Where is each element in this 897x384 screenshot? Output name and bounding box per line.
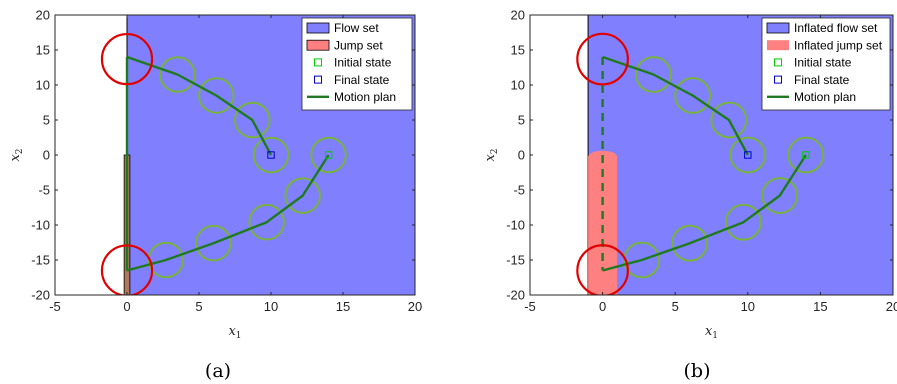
y-axis-label-sub: 2 xyxy=(15,148,25,154)
motion-plan-upper-arc xyxy=(602,55,749,156)
final-state-marker xyxy=(267,151,275,159)
waypoint-circle xyxy=(310,136,347,174)
x-axis-label: x1 xyxy=(228,324,241,341)
legend: Flow set Jump set Initial state Final state… xyxy=(301,17,413,111)
motion-plan-lower-arc xyxy=(126,154,330,272)
y-tick-label: 10 xyxy=(36,78,50,93)
waypoint-circle xyxy=(710,101,748,139)
x-tick-label: -5 xyxy=(524,299,536,314)
y-axis-label: x2 xyxy=(483,148,500,161)
x-tick-label: 15 xyxy=(336,299,350,314)
initial-state-marker xyxy=(324,151,333,159)
chart-b: -5 0 5 10 15 20 -20 -15 -10 -5 0 5 10 15 20 x1 x2 Inflate… xyxy=(483,8,897,383)
x-tick-label: 20 xyxy=(886,299,897,314)
motion-plan-upper-arc xyxy=(126,55,273,156)
y-axis-label: x2 xyxy=(8,148,25,161)
jump-location-circle xyxy=(576,244,629,295)
legend-entry-label: Final state xyxy=(794,73,850,87)
waypoint-circle xyxy=(147,241,185,279)
x-axis-label-sub: 1 xyxy=(712,331,718,341)
subfigure-caption: (a) xyxy=(205,360,231,382)
waypoint-circle xyxy=(671,224,709,262)
y-tick-label: 5 xyxy=(518,113,525,128)
legend-entry-label: Motion plan xyxy=(334,90,396,104)
y-tick-label: 20 xyxy=(511,8,525,23)
y-axis-label-sub: 2 xyxy=(490,148,500,154)
x-tick-label: 0 xyxy=(599,299,606,314)
jump-location-circle xyxy=(100,32,154,86)
legend-initial-marker xyxy=(774,58,782,67)
motion-plan-lower-arc xyxy=(602,154,807,272)
legend: Inflated flow set Inflated jump set Initia… xyxy=(761,17,891,111)
y-tick-label: 5 xyxy=(43,113,50,128)
x-tick-label: 0 xyxy=(123,299,130,314)
legend-entry-label: Motion plan xyxy=(794,90,856,104)
waypoint-circle xyxy=(729,136,767,174)
chart-a: -5 0 5 10 15 20 -20 -15 -10 -5 0 5 10 15 20 x1 x2 Flow se… xyxy=(8,8,422,383)
waypoint-circle xyxy=(674,77,712,114)
waypoint-circle xyxy=(198,77,235,114)
x-axis-label: x1 xyxy=(705,324,718,341)
waypoint-circle xyxy=(159,56,196,93)
jump-location-circle xyxy=(100,244,154,295)
y-tick-label: 20 xyxy=(36,8,50,23)
legend-jump-swatch xyxy=(306,39,330,51)
y-tick-label: 15 xyxy=(511,43,525,58)
waypoint-circle xyxy=(195,224,232,262)
y-tick-label: 10 xyxy=(511,78,525,93)
y-tick-label: -5 xyxy=(38,183,50,198)
waypoint-circle xyxy=(623,241,661,279)
legend-entry-label: Flow set xyxy=(334,21,379,35)
y-tick-label: -10 xyxy=(506,218,525,233)
waypoint-circle xyxy=(284,177,321,214)
waypoint-circle xyxy=(634,56,672,93)
final-state-marker xyxy=(744,151,752,159)
y-tick-label: -15 xyxy=(31,253,50,268)
y-tick-label: 0 xyxy=(518,148,525,163)
x-tick-label: 20 xyxy=(408,299,422,314)
x-axis-label-sub: 1 xyxy=(236,331,242,341)
y-tick-label: -5 xyxy=(513,183,525,198)
waypoint-circle xyxy=(761,177,799,215)
initial-state-marker xyxy=(802,151,810,159)
legend-entry-label: Initial state xyxy=(334,56,392,70)
jump-location-circle xyxy=(576,32,629,86)
waypoint-circle xyxy=(248,203,285,241)
jump-set-region xyxy=(588,150,618,295)
legend-jump-swatch xyxy=(767,40,789,51)
legend-entry-label: Inflated jump set xyxy=(794,38,883,52)
y-tick-label: -20 xyxy=(506,288,525,303)
x-tick-label: -5 xyxy=(49,299,61,314)
waypoint-circle xyxy=(234,101,271,139)
y-tick-label: -10 xyxy=(31,218,50,233)
legend-final-marker xyxy=(314,75,322,84)
y-tick-label: 15 xyxy=(36,43,50,58)
x-tick-label: 15 xyxy=(813,299,827,314)
waypoint-circle xyxy=(725,203,762,241)
legend-entry-label: Inflated flow set xyxy=(794,21,878,35)
legend-initial-marker xyxy=(314,58,322,67)
legend-entry-label: Jump set xyxy=(334,38,383,52)
legend-flow-swatch xyxy=(766,22,790,34)
y-tick-label: 0 xyxy=(43,148,50,163)
waypoint-circle xyxy=(787,136,825,174)
waypoint-circle xyxy=(252,136,290,174)
y-tick-label: -15 xyxy=(506,253,525,268)
legend-flow-swatch xyxy=(306,22,330,34)
subfigure-caption: (b) xyxy=(684,360,711,382)
x-tick-label: 10 xyxy=(264,299,278,314)
legend-final-marker xyxy=(774,75,782,84)
legend-entry-label: Final state xyxy=(334,73,390,87)
x-tick-label: 10 xyxy=(741,299,755,314)
x-tick-label: 5 xyxy=(672,299,679,314)
legend-entry-label: Initial state xyxy=(794,56,852,70)
y-tick-label: -20 xyxy=(31,288,50,303)
x-tick-label: 5 xyxy=(195,299,202,314)
